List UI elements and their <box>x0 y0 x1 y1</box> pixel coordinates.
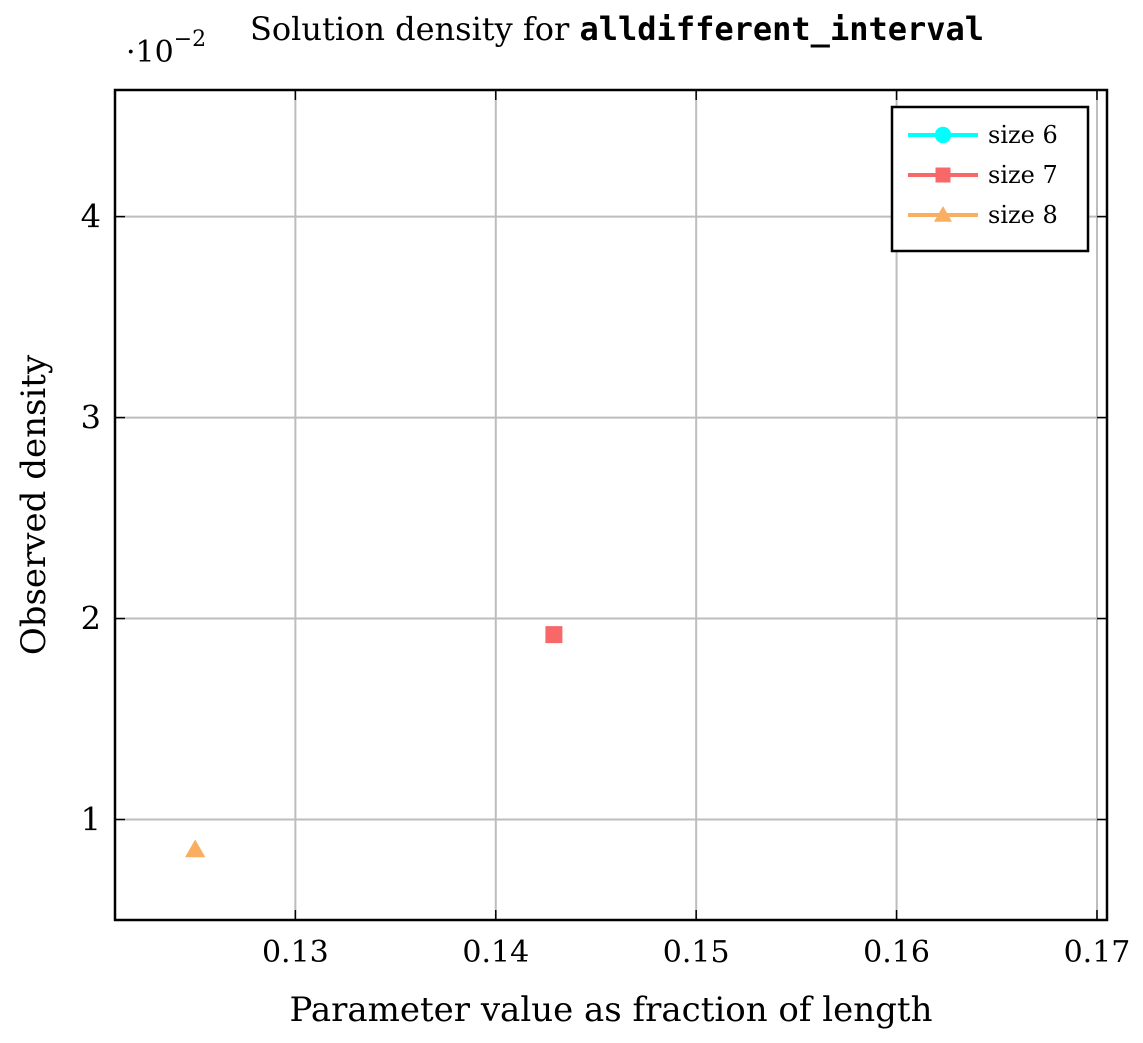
y-multiplier-exponent: −2 <box>174 27 206 52</box>
legend-box <box>890 105 1090 253</box>
x-tick-label: 0.15 <box>663 935 730 970</box>
y-tick-label: 3 <box>81 399 101 437</box>
x-axis-label: Parameter value as fraction of length <box>290 990 933 1030</box>
plot-frame <box>113 88 1109 922</box>
x-tick-label: 0.14 <box>462 935 529 970</box>
axis-ticks: 0.13 0.14 0.15 0.16 0.17 1 2 3 4 <box>81 90 1131 970</box>
legend-marker-size-8 <box>934 206 952 222</box>
y-axis-label: Observed density <box>14 354 54 655</box>
y-tick-label: 4 <box>81 198 101 236</box>
data-points <box>184 626 563 858</box>
y-multiplier: ·10−2 <box>126 27 206 70</box>
legend-marker-size-6 <box>934 126 952 144</box>
data-point-size-7 <box>545 626 563 644</box>
legend-label-size-7: size 7 <box>988 161 1058 189</box>
legend-label-size-6: size 6 <box>988 121 1058 149</box>
x-tick-label: 0.16 <box>863 935 930 970</box>
chart-title: Solution density for alldifferent_interv… <box>250 10 984 48</box>
data-point-size-8 <box>184 839 206 858</box>
legend-label-size-8: size 8 <box>988 201 1058 229</box>
legend-marker-size-7 <box>935 167 951 183</box>
y-tick-label: 1 <box>81 801 101 839</box>
chart-title-code: alldifferent_interval <box>579 10 984 48</box>
legend: size 6 size 7 size 8 <box>890 105 1090 253</box>
x-tick-label: 0.13 <box>262 935 329 970</box>
x-tick-label: 0.17 <box>1064 935 1131 970</box>
y-tick-label: 2 <box>81 600 101 638</box>
